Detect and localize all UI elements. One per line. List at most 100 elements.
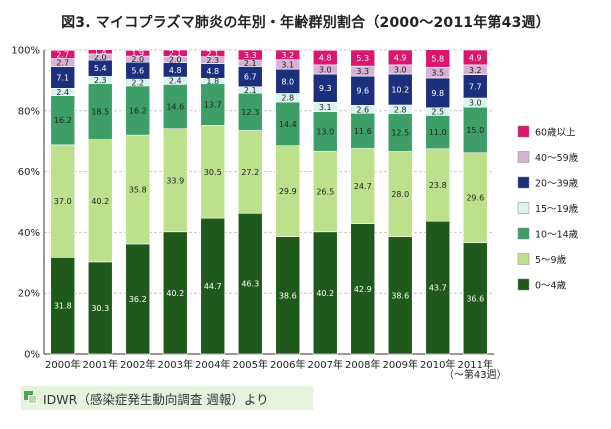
- bar-segment: [162, 128, 188, 233]
- data-label: 2.1: [244, 86, 257, 95]
- x-tick-label: 2005年: [233, 358, 268, 371]
- x-tick-sublabel: （～第43週）: [444, 368, 507, 381]
- data-label: 18.5: [91, 108, 109, 117]
- x-tick-label: 2007年: [308, 358, 343, 371]
- data-label: 38.6: [279, 291, 297, 300]
- data-label: 12.3: [241, 108, 259, 117]
- data-label: 26.5: [316, 188, 334, 197]
- data-label: 2.1: [169, 49, 182, 58]
- data-label: 36.2: [129, 295, 147, 304]
- data-label: 3.2: [469, 66, 482, 75]
- bar-segment: [312, 231, 338, 355]
- data-label: 4.8: [169, 66, 182, 75]
- data-label: 44.7: [204, 282, 222, 291]
- bar-segment: [237, 212, 263, 355]
- bar-segment: [425, 49, 451, 68]
- y-tick-label: 20%: [18, 289, 40, 300]
- legend-label: 5～9歳: [535, 254, 567, 266]
- x-tick-label: 2009年: [383, 358, 418, 371]
- data-label: 2.5: [431, 108, 444, 117]
- bar-segment: [387, 73, 413, 106]
- data-label: 10.2: [391, 86, 409, 95]
- bar-segment: [87, 83, 113, 140]
- bar-segment: [275, 145, 301, 237]
- bar-segment: [462, 106, 488, 154]
- y-tick-label: 80%: [18, 106, 40, 117]
- bar-segment: [87, 261, 113, 355]
- data-label: 16.2: [54, 116, 72, 125]
- data-label: 40.2: [166, 289, 184, 298]
- source-square-icon: [24, 391, 38, 405]
- bar-segment: [162, 84, 188, 130]
- data-label: 23.8: [429, 181, 447, 190]
- bar-segment: [50, 144, 76, 258]
- x-tick-label: 2000年: [45, 358, 80, 371]
- bar-segment: [350, 49, 376, 67]
- data-label: 5.4: [94, 64, 107, 73]
- bar-segment: [312, 150, 338, 233]
- y-tick-label: 60%: [18, 167, 40, 178]
- data-label: 2.7: [56, 50, 69, 59]
- data-label: 24.7: [354, 182, 372, 191]
- data-label: 2.8: [394, 105, 407, 114]
- y-tick-label: 40%: [18, 228, 40, 239]
- bar-segment: [350, 148, 376, 224]
- legend-label: 60歳以上: [535, 127, 576, 139]
- bar-segment: [425, 115, 451, 150]
- legend-label: 15～19歳: [535, 203, 579, 215]
- bar-segment: [87, 49, 113, 55]
- bar-segment: [50, 257, 76, 355]
- data-label: 35.8: [129, 186, 147, 195]
- x-tick-label: 2008年: [345, 358, 380, 371]
- data-label: 2.1: [244, 59, 257, 68]
- data-label: 46.3: [241, 280, 259, 289]
- data-label: 4.9: [469, 53, 482, 62]
- bar-segment: [312, 50, 338, 66]
- data-label: 2.1: [206, 49, 219, 58]
- bar-segment: [200, 83, 226, 126]
- legend-swatch: [517, 278, 530, 291]
- data-label: 6.7: [244, 73, 257, 82]
- data-label: 40.2: [91, 197, 109, 206]
- legend-label: 20～39歳: [535, 178, 579, 190]
- data-label: 12.5: [391, 129, 409, 138]
- data-label: 14.4: [279, 120, 297, 129]
- y-tick-label: 0%: [24, 350, 40, 361]
- y-tick-label: 100%: [11, 46, 40, 57]
- axes: 0%20%40%60%80%100%2000年 2001年 2002年 2003年 20…: [11, 46, 506, 382]
- bar-segment: [387, 151, 413, 237]
- data-label: 40.2: [316, 289, 334, 298]
- source-note: IDWR（感染症発生動向調査 週報）より: [21, 386, 313, 410]
- data-label: 33.9: [166, 176, 184, 185]
- data-label: 2.0: [131, 55, 144, 64]
- bar-segment: [125, 134, 151, 245]
- data-label: 43.7: [429, 284, 447, 293]
- data-label: 11.6: [354, 127, 372, 136]
- data-label: 36.6: [466, 294, 484, 303]
- bar-segment: [387, 49, 413, 66]
- value-labels: 31.8 37.0 16.2 2.4 7.1 2.72.7 30.3 40.2 18.5 2.3 5…: [54, 48, 484, 313]
- x-tick-label: 2002年: [120, 358, 155, 371]
- data-label: 3.1: [281, 60, 294, 69]
- data-label: 2.3: [206, 56, 219, 65]
- data-label: 3.5: [431, 69, 444, 78]
- data-label: 11.0: [429, 128, 447, 137]
- data-label: 7.1: [56, 74, 69, 83]
- bar-segment: [162, 231, 188, 355]
- bar-segment: [425, 220, 451, 355]
- data-label: 9.3: [319, 84, 332, 93]
- data-label: 31.8: [54, 302, 72, 311]
- bar-segment: [237, 130, 263, 214]
- data-label: 2.7: [56, 59, 69, 68]
- data-label: 5.8: [431, 55, 444, 64]
- source-text: IDWR（感染症発生動向調査 週報）より: [43, 391, 269, 407]
- x-tick-label: 2003年: [158, 358, 193, 371]
- bar-segment: [87, 139, 113, 263]
- bar-segment: [387, 236, 413, 355]
- bar-segment: [312, 111, 338, 152]
- legend-swatch: [517, 151, 530, 163]
- bar-segment: [275, 236, 301, 355]
- legend-swatch: [517, 176, 530, 189]
- legend-swatch: [517, 253, 530, 265]
